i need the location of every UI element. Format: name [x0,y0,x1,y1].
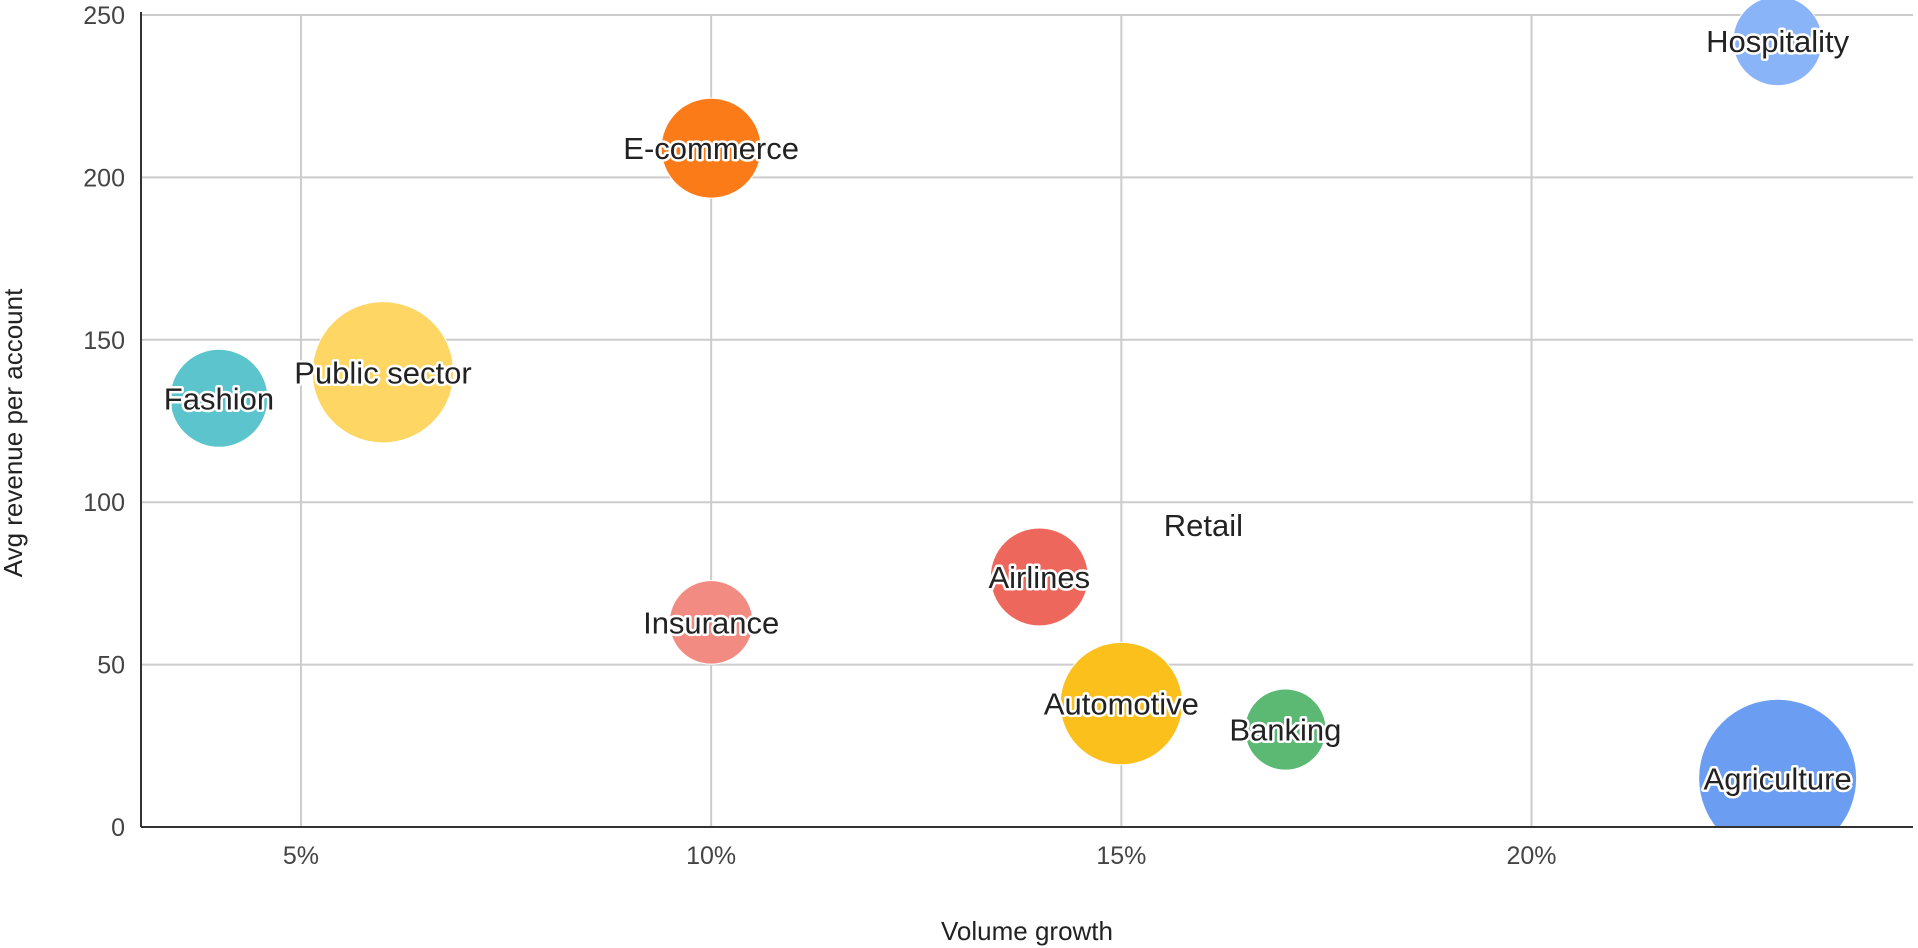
bubble-label-fashion: Fashion [164,381,274,416]
y-tick-label: 0 [111,814,125,842]
bubble-label-public-sector: Public sector [294,355,471,390]
y-axis-title: Avg revenue per account [0,288,28,577]
bubble-label-banking: Banking [1229,713,1341,748]
bubble-label-airlines: Airlines [988,560,1090,595]
bubble-banking[interactable] [1244,688,1327,771]
x-tick-label: 15% [1096,842,1146,870]
bubble-label-insurance: Insurance [643,605,779,640]
bubble-label-automotive: Automotive [1044,687,1199,722]
bubble-insurance[interactable] [668,580,754,665]
y-tick-label: 100 [83,489,125,517]
bubble-layer [169,0,1858,857]
y-tick-label: 250 [83,2,125,30]
bubble-public-sector[interactable] [311,301,455,444]
axis-layer: 0 50 100 150 200 250 5% 10% 15% 20% [83,2,1913,870]
bubble-label-agriculture: Agriculture [1704,761,1852,796]
bubble-hospitality[interactable] [1732,0,1823,87]
bubble-e-commerce[interactable] [660,97,762,199]
y-tick-label: 50 [97,652,125,680]
bubble-automotive[interactable] [1059,641,1184,766]
label-layer: Hospitality E-commerce Public sector Fashio… [161,21,1854,798]
y-tick-label: 200 [83,164,125,192]
bubble-label-retail: Retail [1164,508,1243,543]
bubble-fashion[interactable] [169,348,269,448]
bubble-agriculture[interactable] [1698,698,1858,857]
bubble-label-e-commerce: E-commerce [623,131,799,166]
bubble-label-hospitality: Hospitality [1706,24,1849,59]
bubble-retail[interactable] [1195,517,1211,533]
x-axis-title: Volume growth [941,916,1113,946]
x-tick-label: 10% [686,842,736,870]
x-tick-label: 5% [283,842,319,870]
x-tick-label: 20% [1507,842,1557,870]
y-tick-label: 150 [83,327,125,355]
bubble-airlines[interactable] [989,527,1089,627]
